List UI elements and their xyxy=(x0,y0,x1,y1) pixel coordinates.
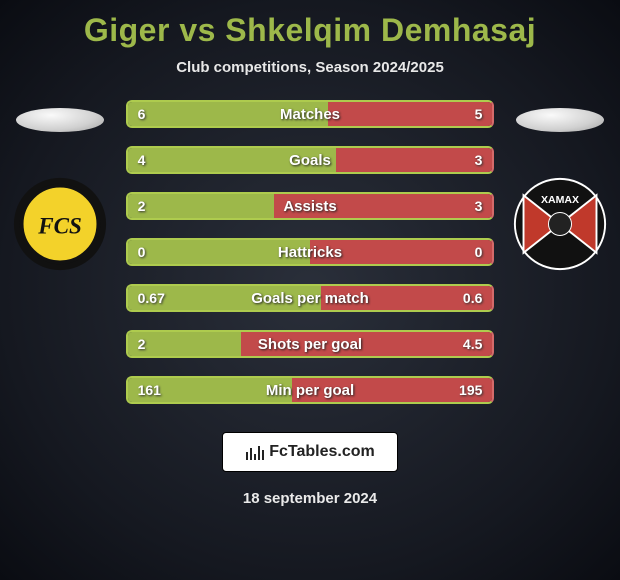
stat-label: Shots per goal xyxy=(128,336,493,353)
brand-text: FcTables.com xyxy=(269,443,375,461)
svg-text:XAMAX: XAMAX xyxy=(541,194,579,206)
stat-label: Assists xyxy=(128,198,493,215)
stat-row: 24.5Shots per goal xyxy=(126,330,495,358)
stat-row: 161195Min per goal xyxy=(126,376,495,404)
comparison-main: FCS 65Matches 43Goals 23Assists 00Hattricks… xyxy=(0,100,620,404)
right-player-avatar-placeholder xyxy=(516,108,604,132)
left-club-logo: FCS xyxy=(12,176,108,272)
brand-badge[interactable]: FcTables.com xyxy=(222,432,398,472)
stat-label: Matches xyxy=(128,106,493,123)
stat-row: 23Assists xyxy=(126,192,495,220)
stat-label: Goals xyxy=(128,152,493,169)
footer-date: 18 september 2024 xyxy=(0,490,620,507)
stat-row: 0.670.6Goals per match xyxy=(126,284,495,312)
stat-label: Hattricks xyxy=(128,244,493,261)
stat-label: Min per goal xyxy=(128,382,493,399)
page-title: Giger vs Shkelqim Demhasaj xyxy=(0,0,620,49)
svg-text:FCS: FCS xyxy=(37,213,82,239)
brand-icon xyxy=(245,442,265,462)
right-player-column: XAMAX xyxy=(500,100,620,272)
stat-row: 00Hattricks xyxy=(126,238,495,266)
stat-row: 43Goals xyxy=(126,146,495,174)
left-player-avatar-placeholder xyxy=(16,108,104,132)
page-subtitle: Club competitions, Season 2024/2025 xyxy=(0,59,620,76)
stats-list: 65Matches 43Goals 23Assists 00Hattricks 0.67… xyxy=(126,100,495,404)
stat-label: Goals per match xyxy=(128,290,493,307)
left-player-column: FCS xyxy=(0,100,120,272)
stat-row: 65Matches xyxy=(126,100,495,128)
right-club-logo: XAMAX xyxy=(512,176,608,272)
